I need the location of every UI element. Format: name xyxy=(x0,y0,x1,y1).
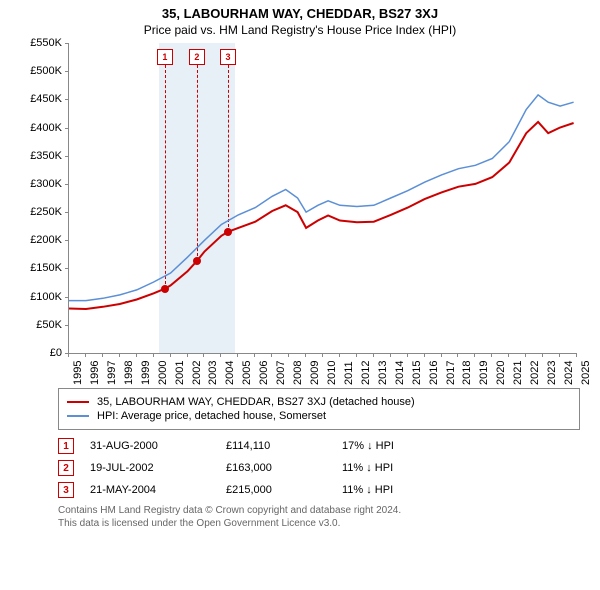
x-tick-label: 1998 xyxy=(123,361,135,385)
sale-date: 31-AUG-2000 xyxy=(90,440,210,452)
y-tick-label: £400K xyxy=(30,122,62,134)
sale-hpi-diff: 11% ↓ HPI xyxy=(342,462,462,474)
x-tick-label: 2008 xyxy=(292,361,304,385)
chart-area: £0 £50K £100K £150K £200K £250K £300K £350K £400… xyxy=(20,43,580,388)
legend-label: HPI: Average price, detached house, Some… xyxy=(97,410,326,422)
x-tick-label: 2014 xyxy=(394,361,406,385)
sale-marker-box: 2 xyxy=(189,49,205,65)
title-block: 35, LABOURHAM WAY, CHEDDAR, BS27 3XJ Pri… xyxy=(10,6,590,37)
y-tick-label: £350K xyxy=(30,150,62,162)
x-tick-label: 2017 xyxy=(445,361,457,385)
y-axis: £0 £50K £100K £150K £200K £250K £300K £350K £400… xyxy=(20,43,66,388)
x-tick-label: 2024 xyxy=(563,361,575,385)
x-tick-label: 2007 xyxy=(275,361,287,385)
legend: 35, LABOURHAM WAY, CHEDDAR, BS27 3XJ (de… xyxy=(58,388,580,430)
sale-marker-box: 3 xyxy=(220,49,236,65)
y-tick-label: £200K xyxy=(30,234,62,246)
sale-marker-dot xyxy=(193,257,201,265)
x-tick-label: 2006 xyxy=(258,361,270,385)
sale-marker-dot xyxy=(224,228,232,236)
x-tick-label: 2020 xyxy=(495,361,507,385)
x-tick-label: 2009 xyxy=(309,361,321,385)
sale-hpi-diff: 11% ↓ HPI xyxy=(342,484,462,496)
legend-label: 35, LABOURHAM WAY, CHEDDAR, BS27 3XJ (de… xyxy=(97,396,415,408)
x-tick-label: 2019 xyxy=(478,361,490,385)
x-tick-label: 2025 xyxy=(580,361,592,385)
y-tick-label: £450K xyxy=(30,93,62,105)
y-tick-label: £500K xyxy=(30,65,62,77)
sale-price: £215,000 xyxy=(226,484,326,496)
sale-price: £163,000 xyxy=(226,462,326,474)
sale-hpi-diff: 17% ↓ HPI xyxy=(342,440,462,452)
x-tick-label: 2010 xyxy=(326,361,338,385)
x-tick-label: 2016 xyxy=(428,361,440,385)
sale-number-badge: 2 xyxy=(58,460,74,476)
x-tick-label: 2013 xyxy=(377,361,389,385)
x-tick-label: 1995 xyxy=(72,361,84,385)
legend-row: 35, LABOURHAM WAY, CHEDDAR, BS27 3XJ (de… xyxy=(67,396,571,408)
x-tick-label: 1997 xyxy=(106,361,118,385)
sale-marker-box: 1 xyxy=(157,49,173,65)
y-tick-label: £250K xyxy=(30,206,62,218)
legend-row: HPI: Average price, detached house, Some… xyxy=(67,410,571,422)
y-tick-label: £100K xyxy=(30,291,62,303)
sale-date: 19-JUL-2002 xyxy=(90,462,210,474)
chart-page: 35, LABOURHAM WAY, CHEDDAR, BS27 3XJ Pri… xyxy=(0,0,600,590)
table-row: 2 19-JUL-2002 £163,000 11% ↓ HPI xyxy=(58,460,580,476)
x-tick-label: 2011 xyxy=(343,361,355,385)
x-tick-label: 1996 xyxy=(89,361,101,385)
x-tick-label: 2021 xyxy=(512,361,524,385)
y-tick-label: £0 xyxy=(50,347,62,359)
sales-table: 1 31-AUG-2000 £114,110 17% ↓ HPI 2 19-JUL-200… xyxy=(58,438,580,498)
series-line xyxy=(69,122,574,309)
legend-swatch xyxy=(67,415,89,417)
x-tick-label: 2023 xyxy=(546,361,558,385)
sale-number-badge: 3 xyxy=(58,482,74,498)
x-tick-label: 2022 xyxy=(529,361,541,385)
footer: Contains HM Land Registry data © Crown c… xyxy=(58,504,580,530)
y-tick-label: £550K xyxy=(30,37,62,49)
page-title: 35, LABOURHAM WAY, CHEDDAR, BS27 3XJ xyxy=(10,6,590,21)
x-tick-label: 2002 xyxy=(191,361,203,385)
line-series xyxy=(69,43,577,353)
x-tick-label: 2000 xyxy=(157,361,169,385)
series-line xyxy=(69,95,574,301)
footer-line-2: This data is licensed under the Open Gov… xyxy=(58,517,580,530)
x-tick-label: 2018 xyxy=(461,361,473,385)
plot-region: 123 xyxy=(68,43,577,354)
x-tick-label: 2001 xyxy=(174,361,186,385)
table-row: 3 21-MAY-2004 £215,000 11% ↓ HPI xyxy=(58,482,580,498)
x-tick-label: 1999 xyxy=(140,361,152,385)
sale-marker-dot xyxy=(161,285,169,293)
x-tick-label: 2015 xyxy=(411,361,423,385)
table-row: 1 31-AUG-2000 £114,110 17% ↓ HPI xyxy=(58,438,580,454)
y-tick-label: £150K xyxy=(30,262,62,274)
x-axis: 1995 1996 1997 1998 1999 2000 2001 2002 2003 2004… xyxy=(68,353,576,393)
footer-line-1: Contains HM Land Registry data © Crown c… xyxy=(58,504,580,517)
x-tick-label: 2004 xyxy=(224,361,236,385)
y-tick-label: £300K xyxy=(30,178,62,190)
x-tick-label: 2003 xyxy=(207,361,219,385)
sale-price: £114,110 xyxy=(226,440,326,452)
x-tick-label: 2005 xyxy=(241,361,253,385)
sale-number-badge: 1 xyxy=(58,438,74,454)
y-tick-label: £50K xyxy=(36,319,62,331)
page-subtitle: Price paid vs. HM Land Registry's House … xyxy=(10,23,590,37)
sale-date: 21-MAY-2004 xyxy=(90,484,210,496)
legend-swatch xyxy=(67,401,89,403)
x-tick-label: 2012 xyxy=(360,361,372,385)
